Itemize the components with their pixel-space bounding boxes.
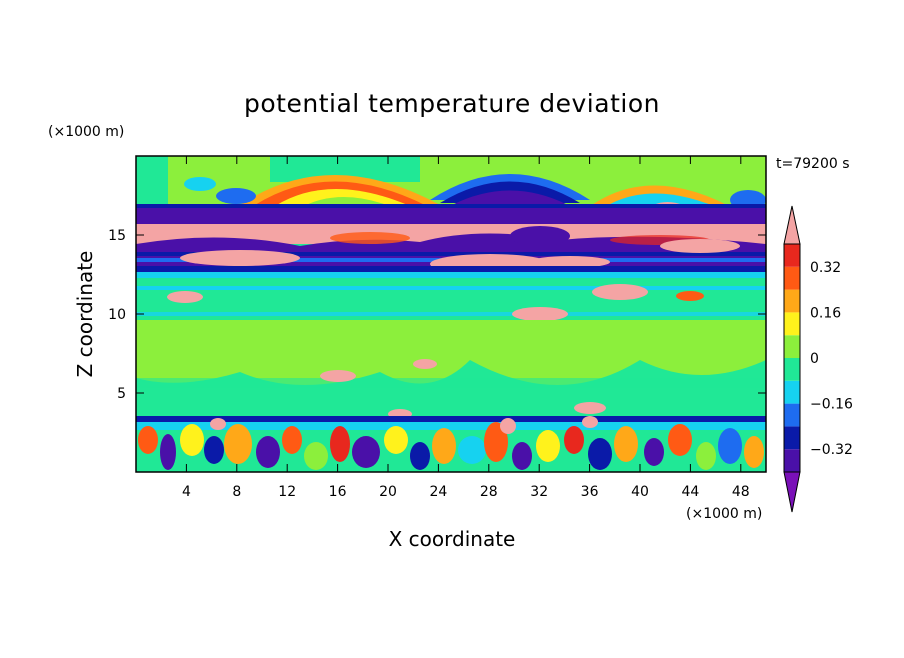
x-tick-label: 20 bbox=[379, 484, 397, 500]
colorbar-swatch bbox=[784, 266, 800, 290]
colorbar-swatch bbox=[784, 335, 800, 358]
colorbar-swatch bbox=[784, 312, 800, 336]
x-tick-label: 32 bbox=[530, 484, 548, 500]
colorbar-frame bbox=[783, 243, 801, 473]
chart-title: potential temperature deviation bbox=[244, 89, 660, 118]
colorbar-swatch bbox=[784, 449, 800, 472]
y-tick-label: 5 bbox=[117, 386, 126, 402]
x-tick-label: 44 bbox=[681, 484, 699, 500]
boundary-turbulence bbox=[138, 416, 764, 470]
colorbar-label: 0 bbox=[810, 351, 819, 367]
colorbar-label: 0.16 bbox=[810, 305, 841, 321]
x-tick-label: 40 bbox=[631, 484, 649, 500]
time-label: t=79200 s bbox=[776, 156, 850, 172]
x-tick-label: 12 bbox=[278, 484, 296, 500]
x-tick-label: 8 bbox=[232, 484, 241, 500]
colorbar-max-arrow bbox=[783, 205, 801, 245]
colorbar-swatch bbox=[784, 289, 800, 313]
field-plot bbox=[136, 156, 766, 472]
colorbar-swatch bbox=[784, 358, 800, 381]
colorbar-min-arrow bbox=[783, 471, 801, 513]
x-axis: 4 8 12 16 20 24 28 32 36 40 44 48 bbox=[182, 156, 750, 500]
colorbar-label: 0.32 bbox=[810, 260, 841, 276]
y-axis: 5 10 15 bbox=[108, 228, 766, 402]
x-tick-label: 36 bbox=[581, 484, 599, 500]
x-tick-label: 4 bbox=[182, 484, 191, 500]
x-tick-label: 48 bbox=[732, 484, 750, 500]
colorbar-swatch bbox=[784, 403, 800, 427]
x-tick-label: 24 bbox=[429, 484, 447, 500]
colorbar-label: −0.32 bbox=[810, 442, 853, 458]
colorbar-swatch bbox=[784, 380, 800, 404]
x-axis-label: X coordinate bbox=[389, 527, 516, 551]
colorbar: 0.32 0.16 0 −0.16 −0.32 bbox=[783, 205, 853, 513]
colorbar-swatch bbox=[784, 244, 800, 267]
y-axis-label: Z coordinate bbox=[73, 251, 97, 378]
y-tick-label: 15 bbox=[108, 228, 126, 244]
x-tick-label: 28 bbox=[480, 484, 498, 500]
colorbar-swatch bbox=[784, 426, 800, 450]
colorbar-label: −0.16 bbox=[810, 397, 853, 413]
x-unit-label: (×1000 m) bbox=[686, 506, 762, 522]
y-tick-label: 10 bbox=[108, 307, 126, 323]
x-tick-label: 16 bbox=[329, 484, 347, 500]
y-unit-label: (×1000 m) bbox=[48, 124, 124, 140]
